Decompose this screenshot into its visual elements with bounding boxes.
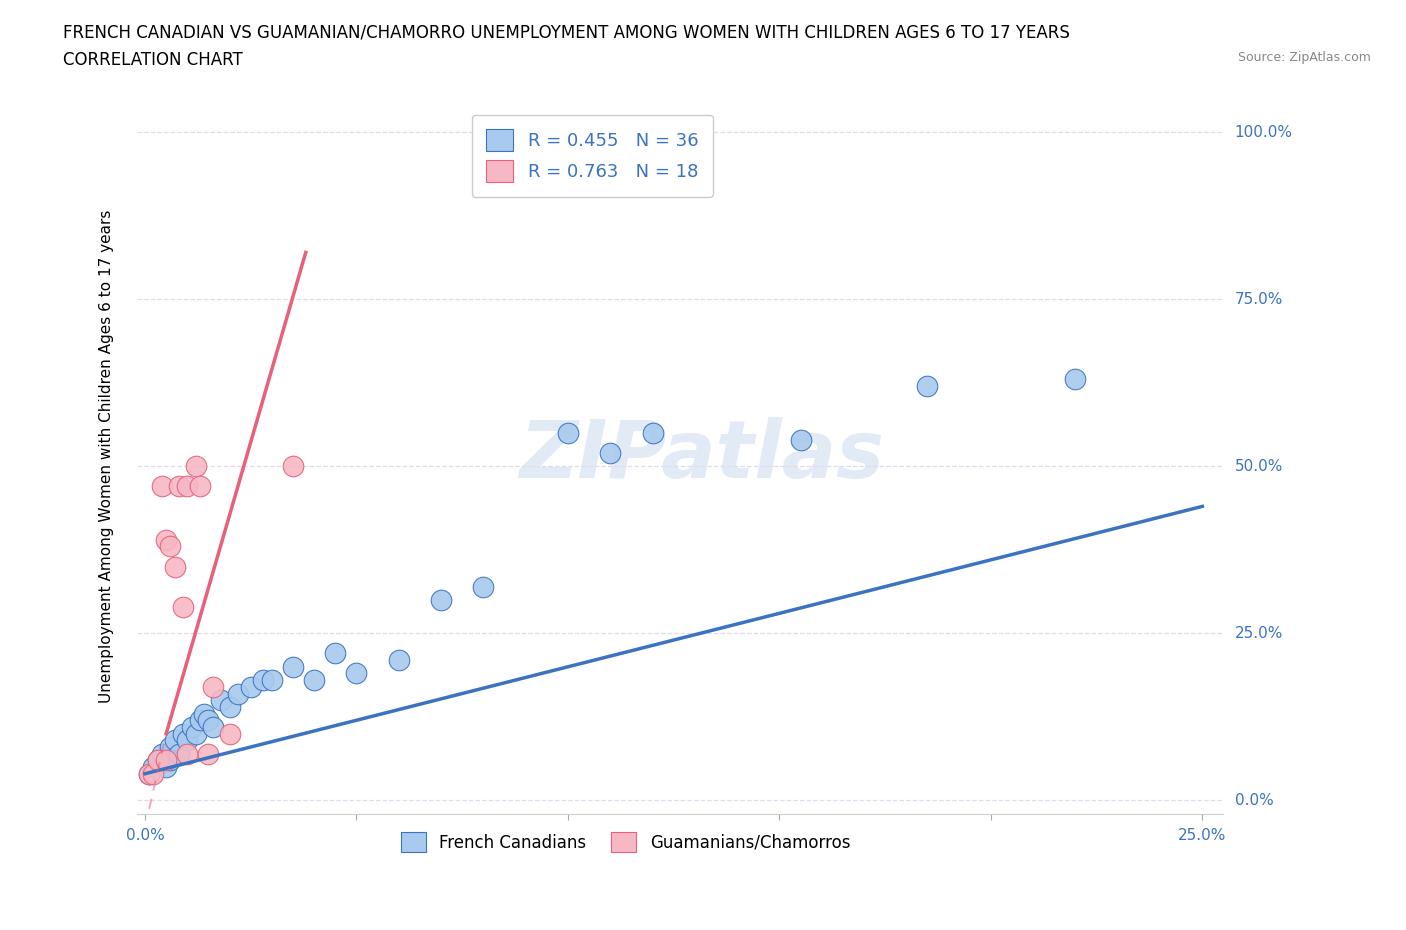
Text: 0.0%: 0.0% bbox=[1234, 793, 1274, 808]
Point bbox=[599, 445, 621, 460]
Point bbox=[197, 712, 219, 727]
Point bbox=[209, 693, 232, 708]
Point bbox=[188, 479, 211, 494]
Point bbox=[150, 479, 173, 494]
Point bbox=[197, 746, 219, 761]
Point bbox=[180, 720, 202, 735]
Point bbox=[172, 599, 194, 614]
Point bbox=[252, 672, 274, 687]
Point bbox=[193, 706, 215, 721]
Point bbox=[226, 686, 249, 701]
Point bbox=[239, 680, 262, 695]
Point bbox=[472, 579, 495, 594]
Point bbox=[388, 653, 411, 668]
Point bbox=[167, 746, 190, 761]
Point bbox=[430, 592, 453, 607]
Point bbox=[184, 726, 207, 741]
Point bbox=[159, 539, 181, 554]
Point bbox=[218, 726, 240, 741]
Point bbox=[155, 760, 177, 775]
Point bbox=[176, 746, 198, 761]
Point bbox=[281, 659, 304, 674]
Point bbox=[201, 680, 224, 695]
Point bbox=[557, 425, 579, 440]
Point bbox=[176, 733, 198, 748]
Point bbox=[167, 479, 190, 494]
Point bbox=[150, 746, 173, 761]
Point bbox=[218, 699, 240, 714]
Point bbox=[188, 712, 211, 727]
Legend: French Canadians, Guamanians/Chamorros: French Canadians, Guamanians/Chamorros bbox=[394, 826, 858, 859]
Point bbox=[159, 739, 181, 754]
Text: 75.0%: 75.0% bbox=[1234, 292, 1282, 307]
Point bbox=[163, 559, 186, 574]
Point bbox=[325, 646, 347, 661]
Text: FRENCH CANADIAN VS GUAMANIAN/CHAMORRO UNEMPLOYMENT AMONG WOMEN WITH CHILDREN AGE: FRENCH CANADIAN VS GUAMANIAN/CHAMORRO UN… bbox=[63, 23, 1070, 41]
Text: Source: ZipAtlas.com: Source: ZipAtlas.com bbox=[1237, 51, 1371, 64]
Point bbox=[281, 458, 304, 473]
Point bbox=[346, 666, 368, 681]
Point bbox=[789, 432, 811, 447]
Text: ZIPatlas: ZIPatlas bbox=[519, 418, 884, 496]
Point bbox=[159, 753, 181, 768]
Point bbox=[142, 766, 165, 781]
Point bbox=[163, 733, 186, 748]
Text: CORRELATION CHART: CORRELATION CHART bbox=[63, 51, 243, 69]
Point bbox=[302, 672, 325, 687]
Point bbox=[260, 672, 283, 687]
Y-axis label: Unemployment Among Women with Children Ages 6 to 17 years: Unemployment Among Women with Children A… bbox=[100, 209, 114, 703]
Point bbox=[138, 766, 160, 781]
Point bbox=[142, 760, 165, 775]
Point bbox=[201, 720, 224, 735]
Point bbox=[146, 753, 169, 768]
Point bbox=[176, 479, 198, 494]
Point bbox=[155, 532, 177, 547]
Point bbox=[138, 766, 160, 781]
Point bbox=[184, 458, 207, 473]
Point bbox=[146, 753, 169, 768]
Point bbox=[641, 425, 664, 440]
Point bbox=[155, 753, 177, 768]
Text: 25.0%: 25.0% bbox=[1234, 626, 1282, 641]
Point bbox=[172, 726, 194, 741]
Point bbox=[1064, 372, 1087, 387]
Point bbox=[917, 379, 939, 393]
Text: 50.0%: 50.0% bbox=[1234, 458, 1282, 473]
Text: 100.0%: 100.0% bbox=[1234, 125, 1292, 140]
